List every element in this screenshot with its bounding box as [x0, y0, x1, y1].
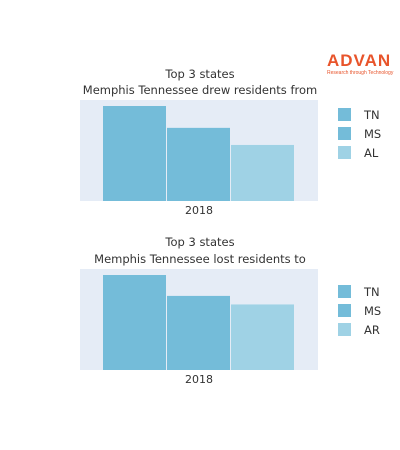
chart-2-bars — [103, 275, 294, 370]
legend-label-al: AL — [364, 146, 379, 160]
chart-1-title: Top 3 states — [164, 67, 234, 81]
legend-label-tn: TN — [363, 108, 380, 122]
chart-1-x-tick-label: 2018 — [185, 204, 213, 217]
logo-name: ADVAN — [327, 51, 392, 70]
chart-2: Top 3 states Memphis Tennessee lost resi… — [80, 235, 381, 386]
bar-al — [231, 144, 294, 201]
chart-1-legend: TN MS AL — [338, 108, 381, 160]
bar-ms — [167, 127, 230, 201]
logo-tagline: Research through Technology — [327, 70, 394, 76]
legend-label-ms: MS — [364, 304, 381, 318]
legend-swatch-ms — [338, 304, 351, 317]
chart-1: Top 3 states Memphis Tennessee drew resi… — [80, 67, 381, 217]
chart-2-title: Top 3 states — [164, 235, 234, 249]
legend-label-ms: MS — [364, 127, 381, 141]
legend-label-ar: AR — [364, 323, 380, 337]
bar-tn — [103, 275, 166, 370]
legend-label-tn: TN — [363, 285, 380, 299]
chart-2-x-tick-label: 2018 — [185, 373, 213, 386]
chart-1-bars — [103, 106, 294, 201]
bar-ar — [231, 304, 294, 370]
chart-1-subtitle: Memphis Tennessee drew residents from — [83, 83, 317, 97]
chart-2-legend: TN MS AR — [338, 285, 381, 337]
legend-swatch-tn — [338, 108, 351, 121]
legend-swatch-tn — [338, 285, 351, 298]
legend-swatch-ar — [338, 323, 351, 336]
bar-tn — [103, 106, 166, 201]
advan-logo: ADVAN Research through Technology — [327, 52, 397, 76]
bar-ms — [167, 295, 230, 370]
chart-2-subtitle: Memphis Tennessee lost residents to — [94, 252, 306, 266]
legend-swatch-al — [338, 146, 351, 159]
legend-swatch-ms — [338, 127, 351, 140]
